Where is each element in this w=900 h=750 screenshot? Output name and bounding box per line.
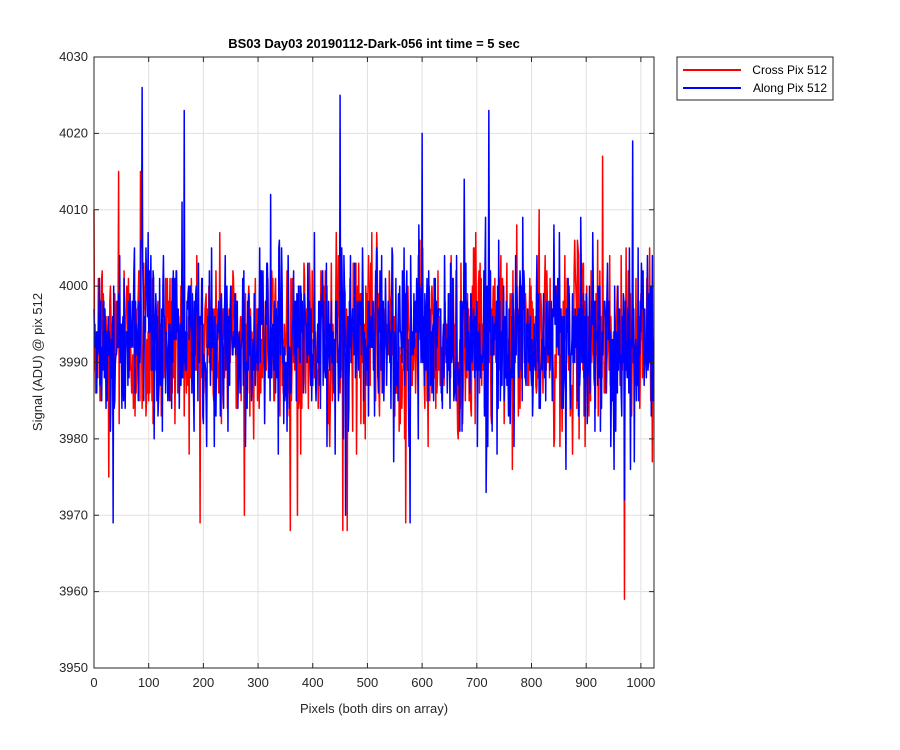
legend-label-along: Along Pix 512: [753, 81, 827, 95]
x-tick-label: 500: [357, 675, 379, 690]
x-tick-label: 900: [575, 675, 597, 690]
y-tick-label: 3950: [59, 660, 88, 675]
x-tick-label: 1000: [626, 675, 655, 690]
y-tick-label: 3970: [59, 507, 88, 522]
y-tick-label: 4000: [59, 278, 88, 293]
x-tick-label: 800: [521, 675, 543, 690]
y-tick-label: 3980: [59, 431, 88, 446]
y-tick-label: 4010: [59, 202, 88, 217]
legend-label-cross: Cross Pix 512: [752, 63, 827, 77]
x-tick-label: 400: [302, 675, 324, 690]
series-layer: [93, 86, 655, 601]
x-tick-label: 100: [138, 675, 160, 690]
legend: Cross Pix 512 Along Pix 512: [676, 56, 834, 101]
x-axis-label: Pixels (both dirs on array): [300, 701, 448, 716]
chart-title: BS03 Day03 20190112-Dark-056 int time = …: [228, 36, 520, 51]
y-tick-label: 3990: [59, 355, 88, 370]
y-tick-label: 4020: [59, 125, 88, 140]
x-tick-label: 300: [247, 675, 269, 690]
x-tick-label: 200: [193, 675, 215, 690]
x-tick-label: 0: [90, 675, 97, 690]
x-tick-label: 700: [466, 675, 488, 690]
y-tick-label: 3960: [59, 584, 88, 599]
y-axis-label: Signal (ADU) @ pix 512: [30, 293, 45, 431]
x-tick-label: 600: [411, 675, 433, 690]
series-line-along: [93, 86, 655, 524]
legend-box: [676, 56, 834, 101]
ticks: [93, 56, 654, 669]
y-tick-label: 4030: [59, 49, 88, 64]
tick-labels: 0 100 200 300 400 500 600 700 800 900 1000 3950 3960…: [59, 49, 655, 690]
